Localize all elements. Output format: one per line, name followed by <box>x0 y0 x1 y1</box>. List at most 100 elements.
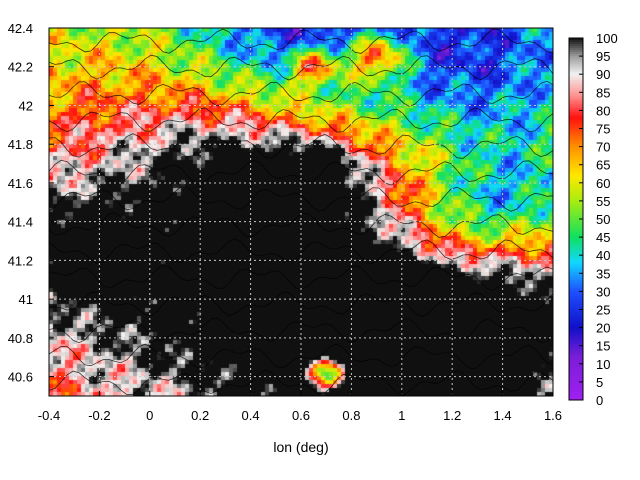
colorbar-band <box>569 370 583 373</box>
colorbar-band <box>569 350 583 353</box>
colorbar-band <box>569 266 583 269</box>
colorbar-band <box>569 306 583 309</box>
colorbar-band <box>569 396 583 399</box>
colorbar-band <box>569 284 583 287</box>
colorbar-band <box>569 312 583 315</box>
colorbar-band <box>569 168 583 171</box>
colorbar-band <box>569 218 583 221</box>
colorbar-band <box>569 64 583 67</box>
colorbar-band <box>569 234 583 237</box>
colorbar-band <box>569 374 583 377</box>
colorbar-band <box>569 368 583 371</box>
colorbar-tick-label: 15 <box>596 339 610 354</box>
y-tick-label: 42 <box>19 98 33 113</box>
colorbar-band <box>569 70 583 73</box>
colorbar-tick-label: 25 <box>596 303 610 318</box>
colorbar-band <box>569 358 583 361</box>
colorbar-band <box>569 258 583 261</box>
colorbar-tick-label: 65 <box>596 158 610 173</box>
colorbar-band <box>569 326 583 329</box>
colorbar-band <box>569 116 583 119</box>
colorbar-band <box>569 44 583 47</box>
y-tick-label: 41.6 <box>8 176 33 191</box>
colorbar-tick-label: 75 <box>596 122 610 137</box>
x-tick-label: 1.6 <box>544 408 562 423</box>
colorbar-band <box>569 114 583 117</box>
colorbar-band <box>569 352 583 355</box>
colorbar-tick-label: 0 <box>596 393 603 408</box>
colorbar-tick-label: 45 <box>596 230 610 245</box>
colorbar-band <box>569 236 583 239</box>
colorbar-band <box>569 278 583 281</box>
colorbar-band <box>569 144 583 147</box>
colorbar-band <box>569 142 583 145</box>
colorbar-band <box>569 98 583 101</box>
colorbar-band <box>569 210 583 213</box>
colorbar-band <box>569 62 583 65</box>
colorbar-band <box>569 394 583 397</box>
colorbar-band <box>569 78 583 81</box>
colorbar-tick-label: 5 <box>596 375 603 390</box>
colorbar-band <box>569 308 583 311</box>
colorbar-band <box>569 300 583 303</box>
colorbar-band <box>569 354 583 357</box>
colorbar-band <box>569 172 583 175</box>
colorbar-band <box>569 386 583 389</box>
colorbar-band <box>569 376 583 379</box>
colorbar-tick-label: 40 <box>596 248 610 263</box>
x-tick-label: 0.4 <box>242 408 260 423</box>
colorbar-band <box>569 104 583 107</box>
colorbar-band <box>569 138 583 141</box>
colorbar-band <box>569 176 583 179</box>
colorbar-band <box>569 48 583 51</box>
x-tick-label: -0.2 <box>88 408 110 423</box>
colorbar-band <box>569 232 583 235</box>
colorbar-band <box>569 332 583 335</box>
y-tick-label: 41 <box>19 292 33 307</box>
colorbar-band <box>569 340 583 343</box>
colorbar-band <box>569 388 583 391</box>
colorbar-band <box>569 52 583 55</box>
colorbar-band <box>569 244 583 247</box>
y-tick-label: 40.6 <box>8 370 33 385</box>
colorbar-band <box>569 310 583 313</box>
colorbar-band <box>569 372 583 375</box>
x-tick-label: 0.2 <box>191 408 209 423</box>
colorbar-band <box>569 130 583 133</box>
colorbar-band <box>569 208 583 211</box>
colorbar-band <box>569 154 583 157</box>
colorbar-band <box>569 246 583 249</box>
colorbar-band <box>569 270 583 273</box>
colorbar-band <box>569 316 583 319</box>
colorbar-band <box>569 318 583 321</box>
colorbar-band <box>569 242 583 245</box>
colorbar-band <box>569 152 583 155</box>
colorbar-band <box>569 76 583 79</box>
y-tick-label: 41.2 <box>8 253 33 268</box>
colorbar-band <box>569 286 583 289</box>
colorbar-tick-label: 80 <box>596 103 610 118</box>
colorbar-band <box>569 198 583 201</box>
colorbar-band <box>569 84 583 87</box>
colorbar-band <box>569 100 583 103</box>
colorbar-band <box>569 240 583 243</box>
colorbar-band <box>569 248 583 251</box>
colorbar-tick-label: 30 <box>596 284 610 299</box>
colorbar-band <box>569 342 583 345</box>
colorbar-band <box>569 360 583 363</box>
colorbar-tick-label: 20 <box>596 321 610 336</box>
contour-line <box>48 80 554 107</box>
colorbar-band <box>569 74 583 77</box>
colorbar-band <box>569 58 583 61</box>
contour-line <box>48 28 554 54</box>
colorbar-band <box>569 398 583 401</box>
colorbar-band <box>569 68 583 71</box>
colorbar-band <box>569 90 583 93</box>
x-tick-label: 0.6 <box>292 408 310 423</box>
colorbar-tick-label: 50 <box>596 212 610 227</box>
colorbar-band <box>569 150 583 153</box>
colorbar-band <box>569 268 583 271</box>
colorbar-band <box>569 382 583 385</box>
colorbar-band <box>569 156 583 159</box>
